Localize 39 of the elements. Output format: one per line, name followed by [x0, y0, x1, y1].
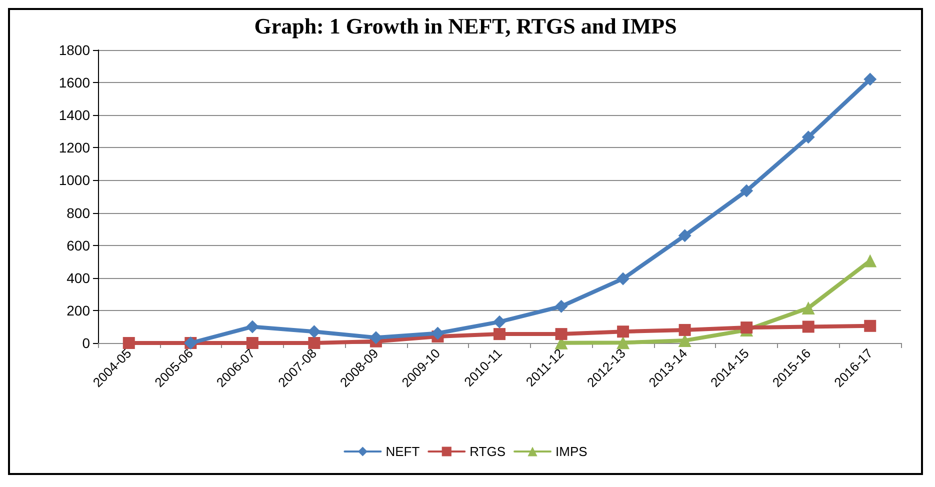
point [308, 337, 320, 349]
point [802, 302, 815, 315]
legend-label: IMPS [556, 444, 588, 459]
point [616, 272, 630, 286]
point [554, 300, 568, 313]
point [864, 320, 876, 332]
chart-title: Graph: 1 Growth in NEFT, RTGS and IMPS [254, 14, 677, 38]
point [678, 334, 692, 348]
point [740, 184, 754, 198]
y-tick-label: 1800 [58, 42, 90, 58]
point [678, 229, 692, 242]
point [308, 325, 321, 338]
point [617, 326, 630, 338]
legend-label: RTGS [470, 444, 506, 459]
point [122, 337, 135, 349]
legend-label: NEFT [386, 444, 420, 459]
point [369, 331, 382, 344]
point [678, 324, 691, 336]
y-tick-label: 200 [66, 302, 90, 318]
y-tick-label: 1600 [58, 74, 90, 91]
point [246, 337, 258, 349]
point [246, 320, 259, 334]
point [616, 336, 630, 350]
y-tick-label: 0 [82, 335, 90, 351]
point [493, 315, 506, 328]
point [555, 328, 568, 340]
y-tick-label: 800 [66, 204, 90, 221]
y-tick-label: 600 [66, 237, 90, 254]
point [494, 328, 506, 340]
y-tick-label: 1400 [58, 107, 90, 124]
point [431, 326, 444, 340]
y-tick-label: 1200 [58, 140, 90, 156]
point [802, 130, 815, 144]
point [802, 320, 814, 333]
point [740, 322, 753, 334]
point [864, 72, 877, 86]
y-tick-label: 1000 [58, 172, 90, 188]
y-tick-label: 400 [66, 270, 90, 286]
point [864, 254, 877, 268]
